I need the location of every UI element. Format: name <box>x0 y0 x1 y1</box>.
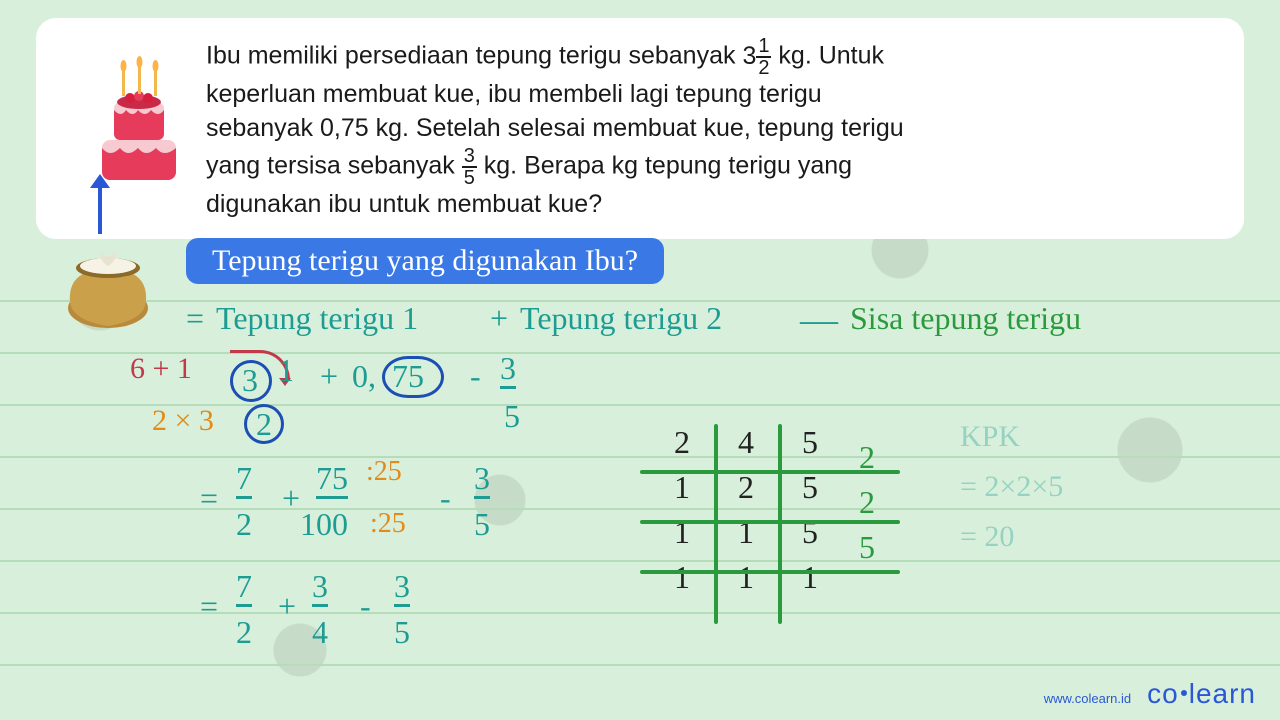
ruled-line <box>0 612 1280 614</box>
formula-t1: Tepung terigu 1 <box>216 300 418 337</box>
footer: www.colearn.id colearn <box>1044 678 1256 710</box>
s2-bnum: 75 <box>316 460 348 499</box>
p-line3: sebanyak 0,75 kg. Setelah selesai membua… <box>206 114 904 142</box>
kpk-divisor: 5 <box>842 529 882 566</box>
p-line5: digunakan ibu untuk membuat kue? <box>206 190 602 218</box>
kpk-cell: 5 <box>778 510 842 555</box>
kpk-cell: 1 <box>714 510 778 555</box>
p-line4-post: kg. Berapa kg tepung terigu yang <box>477 151 852 179</box>
s3-eq: = <box>200 588 218 625</box>
formula-sisa: Sisa tepung terigu <box>850 300 1081 337</box>
kpk-hline-3 <box>640 570 900 574</box>
logo-a: co <box>1147 678 1179 709</box>
p-f2-den: 5 <box>462 168 477 188</box>
kpk-vline-1 <box>714 424 718 624</box>
p-mixed-whole: 3 <box>742 42 756 70</box>
step1-denpre: 2 × 3 <box>152 404 214 438</box>
step1-fden: 5 <box>504 398 520 435</box>
step1-den: 2 <box>256 406 272 443</box>
kpk-cell: 2 <box>650 420 714 465</box>
s2-div2: :25 <box>370 508 406 540</box>
banner-text: Tepung terigu yang digunakan Ibu? <box>212 244 638 277</box>
ruled-line <box>0 508 1280 510</box>
formula-eq: = <box>186 300 204 337</box>
problem-text: Ibu memiliki persediaan tepung terigu se… <box>206 36 1214 221</box>
p-f2-num: 3 <box>462 146 477 168</box>
p-line2: keperluan membuat kue, ibu membeli lagi … <box>206 80 822 108</box>
step1-dec-pre: 0, <box>352 358 376 395</box>
formula-plus: + <box>490 300 508 337</box>
s2-minus: - <box>440 480 451 517</box>
logo-b: learn <box>1189 678 1256 709</box>
ruled-line <box>0 560 1280 562</box>
formula-t2: Tepung terigu 2 <box>520 300 722 337</box>
logo-dot-icon <box>1181 690 1187 696</box>
kpk-r1: = 2×2×5 <box>960 470 1063 520</box>
s2-div1: :25 <box>366 456 402 488</box>
formula-minus: — <box>800 298 838 342</box>
footer-url: www.colearn.id <box>1044 691 1131 706</box>
kpk-cell: 1 <box>650 510 714 555</box>
p-line1-post: kg. Untuk <box>771 42 884 70</box>
s2-cden: 5 <box>474 506 490 543</box>
s3-cden: 5 <box>394 614 410 651</box>
p-mixed-num: 1 <box>756 36 771 58</box>
s3-plus: + <box>278 588 296 625</box>
s2-plus: + <box>282 480 300 517</box>
kpk-divisor: 2 <box>842 484 882 521</box>
kpk-results-faded: KPK = 2×2×5 = 20 <box>960 420 1063 570</box>
s2-cnum: 3 <box>474 460 490 499</box>
step1-num: 1 <box>278 352 294 389</box>
s3-bden: 4 <box>312 614 328 651</box>
p-line1-pre: Ibu memiliki persediaan tepung terigu se… <box>206 42 742 70</box>
kpk-cell: 1 <box>650 555 714 600</box>
kpk-label: KPK <box>960 420 1063 470</box>
ruled-line <box>0 664 1280 666</box>
s3-cnum: 3 <box>394 568 410 607</box>
cake-icon <box>84 40 194 190</box>
problem-card: Ibu memiliki persediaan tepung terigu se… <box>36 18 1244 239</box>
ruled-line <box>0 352 1280 354</box>
kpk-cell: 1 <box>778 555 842 600</box>
step1-plus: + <box>320 358 338 395</box>
step1-minus: - <box>470 358 481 395</box>
s3-anum: 7 <box>236 568 252 607</box>
kpk-cell: 4 <box>714 420 778 465</box>
s3-bnum: 3 <box>312 568 328 607</box>
kpk-table: 245212521155111 <box>650 420 882 600</box>
kpk-r2: = 20 <box>960 520 1063 570</box>
kpk-cell: 5 <box>778 420 842 465</box>
step1-carry: 6 + 1 <box>130 352 192 386</box>
kpk-vline-2 <box>778 424 782 624</box>
kpk-cell: 1 <box>714 555 778 600</box>
p-line4-pre: yang tersisa sebanyak <box>206 151 462 179</box>
footer-logo: colearn <box>1147 678 1256 710</box>
question-banner: Tepung terigu yang digunakan Ibu? <box>186 238 664 284</box>
s2-anum: 7 <box>236 460 252 499</box>
kpk-row: 2452 <box>650 420 882 465</box>
step1-dec-circ: 75 <box>392 358 424 395</box>
p-mixed-den: 2 <box>756 58 771 78</box>
s2-eq: = <box>200 480 218 517</box>
step1-fnum: 3 <box>500 350 516 389</box>
arrow-up-icon <box>98 186 102 234</box>
step1-whole: 3 <box>242 362 258 399</box>
kpk-divisor: 2 <box>842 439 882 476</box>
s3-aden: 2 <box>236 614 252 651</box>
s2-aden: 2 <box>236 506 252 543</box>
flour-bag-icon <box>58 230 158 330</box>
s3-minus: - <box>360 588 371 625</box>
ruled-line <box>0 456 1280 458</box>
s2-bden: 100 <box>300 506 348 543</box>
